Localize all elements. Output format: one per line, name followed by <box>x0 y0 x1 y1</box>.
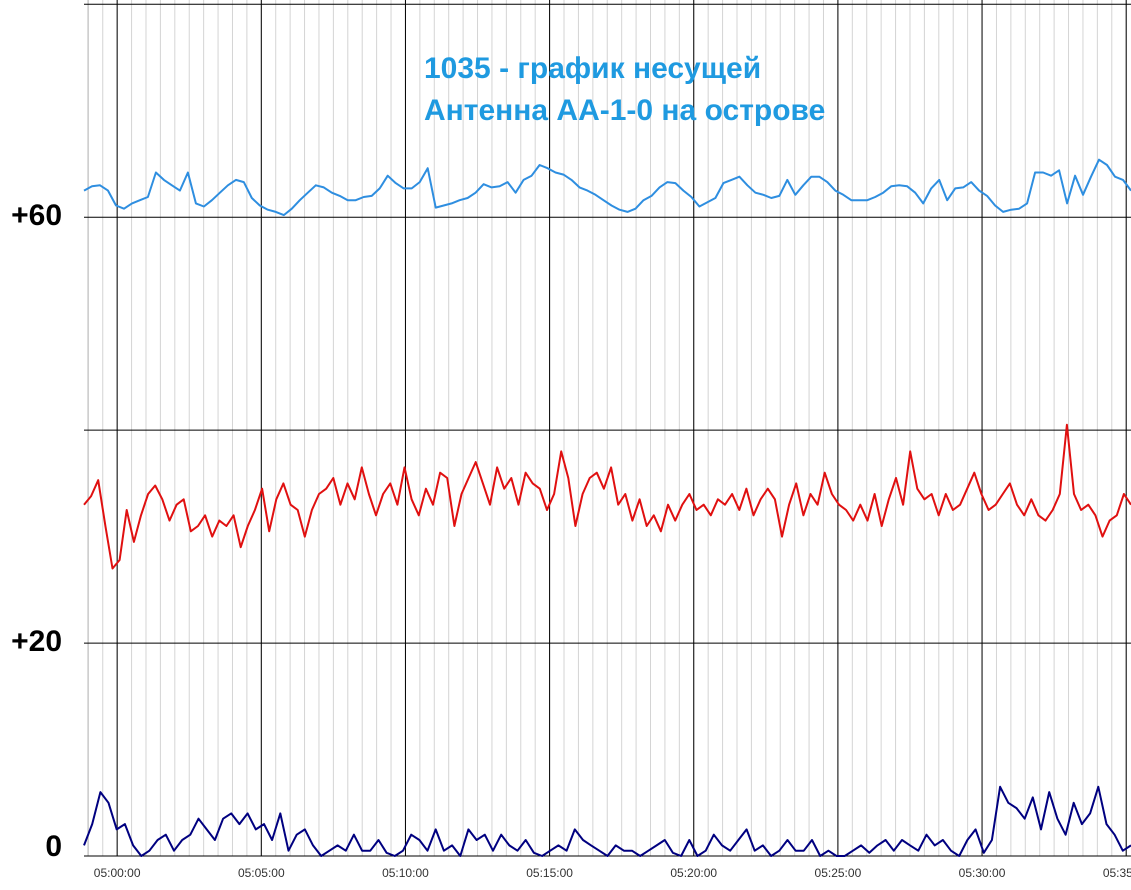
x-tick-label: 05:15:00 <box>526 866 573 880</box>
x-tick-label: 05:35:00 <box>1103 866 1131 880</box>
series-line <box>83 785 1131 857</box>
chart-subtitle: Антенна АА-1-0 на острове <box>424 94 825 127</box>
lines <box>83 158 1131 857</box>
grid <box>84 0 1131 857</box>
y-tick-label: 0 <box>45 830 62 863</box>
chart-title: 1035 - график несущей <box>424 52 761 85</box>
x-tick-label: 05:10:00 <box>382 866 429 880</box>
series-line <box>83 158 1131 217</box>
series-line <box>83 423 1131 570</box>
x-tick-label: 05:30:00 <box>959 866 1006 880</box>
x-tick-label: 05:20:00 <box>670 866 717 880</box>
y-tick-label: +20 <box>11 625 62 658</box>
y-tick-label: +60 <box>11 199 62 232</box>
x-tick-label: 05:05:00 <box>238 866 285 880</box>
x-tick-label: 05:25:00 <box>815 866 862 880</box>
x-tick-label: 05:00:00 <box>94 866 141 880</box>
